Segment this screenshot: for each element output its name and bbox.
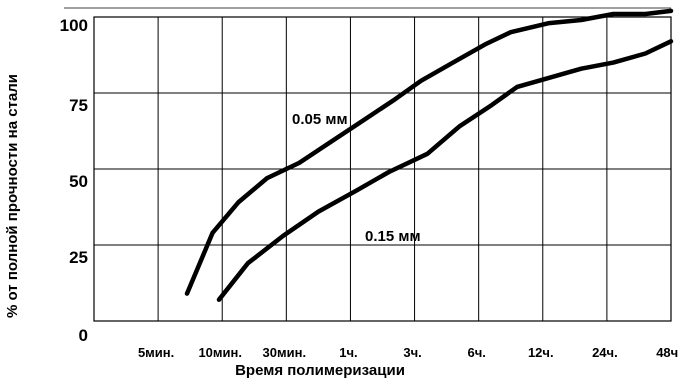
- y-tick-labels: 0 25 50 75 100: [60, 16, 88, 345]
- y-tick-label: 75: [69, 96, 88, 115]
- x-tick-label: 3ч.: [403, 345, 421, 360]
- series-label: 0.15 мм: [365, 228, 421, 245]
- x-tick-label: 5мин.: [138, 345, 174, 360]
- x-tick-label: 6ч.: [467, 345, 485, 360]
- x-tick-label: 10мин.: [198, 345, 242, 360]
- x-tick-label: 30мин.: [263, 345, 307, 360]
- series-group: [184, 8, 674, 302]
- plot-border: [93, 16, 672, 322]
- y-axis-title: % от полной прочности на стали: [4, 74, 21, 318]
- x-tick-label: 24ч.: [592, 345, 618, 360]
- x-tick-label: 12ч.: [528, 345, 554, 360]
- x-tick-label: 48ч.: [656, 345, 678, 360]
- x-tick-labels: 5мин. 10мин. 30мин. 1ч. 3ч. 6ч. 12ч. 24ч. 48ч.: [138, 345, 678, 360]
- grid: [94, 17, 671, 321]
- x-axis-title: Время полимеризации: [235, 362, 405, 378]
- series-label: 0.05 мм: [292, 111, 348, 128]
- series-annotations: 0.05 мм 0.15 мм: [292, 111, 421, 245]
- y-tick-label: 50: [69, 172, 88, 191]
- y-tick-label: 0: [79, 326, 88, 345]
- y-tick-label: 25: [69, 248, 88, 267]
- y-tick-label: 100: [60, 16, 88, 35]
- x-tick-label: 1ч.: [339, 345, 357, 360]
- plot-frame: [64, 7, 672, 322]
